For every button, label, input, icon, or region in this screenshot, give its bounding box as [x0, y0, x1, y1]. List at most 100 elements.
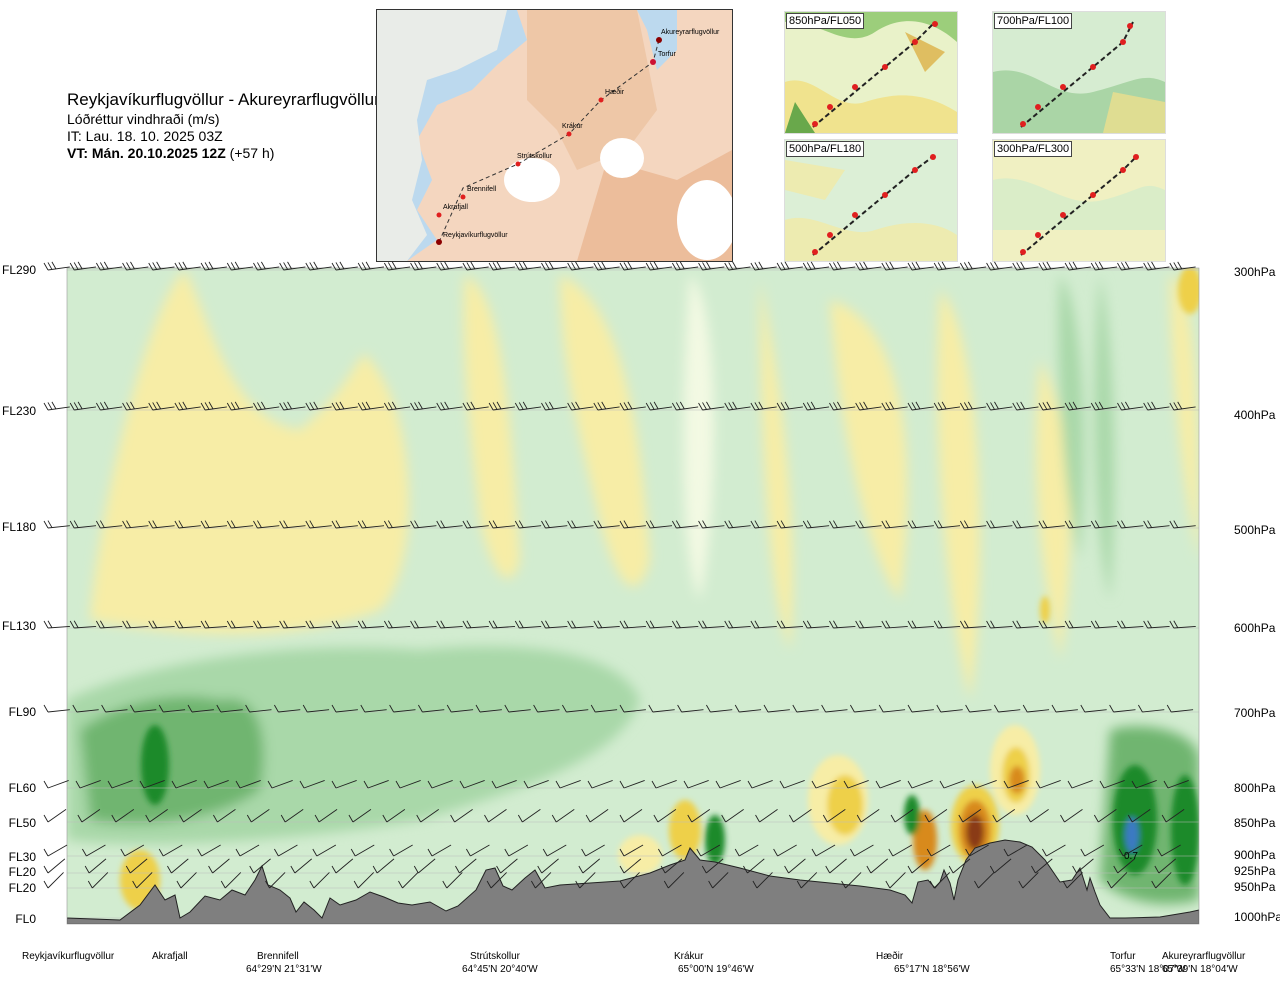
wind-barb-812 [793, 809, 812, 823]
wind-barb-feather-59 [418, 261, 423, 270]
wind-barb-746 [847, 780, 869, 789]
wind-barb-952 [47, 872, 64, 889]
wind-barb-968 [402, 872, 419, 889]
wind-barb-feather-209 [253, 402, 258, 411]
wind-barb-feather-528 [414, 620, 419, 628]
waypoint-haedir-coords: 65°17'N 18°56'W [894, 964, 970, 975]
wind-barb-feather-258 [571, 402, 576, 410]
wind-barb-feather-225 [357, 402, 363, 411]
wind-barb-feather-53 [383, 262, 389, 271]
hpa-label-400: 400hPa [1234, 408, 1276, 422]
wind-barb-feather-549 [597, 620, 603, 628]
wind-barb-feather-935 [825, 865, 831, 874]
wind-barb-862 [546, 844, 567, 857]
wind-barb-feather-621 [101, 704, 106, 713]
wind-barb-feather-299 [836, 401, 842, 410]
wind-barb-658 [652, 709, 675, 713]
wind-barb-feather-366 [152, 520, 158, 528]
wind-barb-feather-334 [1068, 402, 1074, 410]
wind-barb-feather-303 [863, 401, 868, 410]
wind-barb-feather-18 [152, 262, 158, 270]
wind-barb-940 [952, 858, 971, 874]
wind-barb-966 [357, 872, 375, 889]
wind-barb-feather-127 [863, 261, 868, 270]
wind-barb-866 [623, 844, 644, 857]
wind-barb-632 [278, 709, 301, 713]
wind-barb-feather-71 [496, 261, 502, 270]
wind-barb-feather-432 [728, 520, 734, 528]
wind-barb-feather-456 [937, 520, 943, 528]
wind-barb-feather-314 [937, 402, 943, 410]
wind-barb-668 [796, 709, 819, 713]
wind-barb-feather-35 [260, 261, 266, 270]
wind-barb-feather-17 [148, 262, 154, 271]
wind-barb-782 [284, 809, 304, 823]
wind-barb-feather-531 [440, 620, 446, 628]
wind-barb-feather-199 [182, 401, 188, 410]
waypoint-reykjavik: Reykjavíkurflugvöllur [22, 950, 114, 963]
wind-barb-880 [892, 844, 913, 857]
wind-barb-feather-655 [590, 704, 596, 713]
wind-barb-feather-279 [706, 401, 711, 410]
wind-barb-688 [1084, 709, 1107, 713]
wind-barb-feather-281 [724, 402, 730, 411]
wind-barb-766 [1167, 780, 1189, 789]
wind-barb-feather-3 [51, 261, 57, 270]
wind-barb-692 [1142, 709, 1165, 713]
wind-barb-feather-823 [958, 814, 964, 823]
wind-barb-feather-446 [855, 520, 861, 529]
wind-barb-feather-237 [436, 402, 442, 411]
wind-barb-feather-34 [257, 262, 262, 270]
wind-barb-feather-891 [1080, 848, 1086, 857]
wind-barb-882 [930, 844, 951, 857]
wind-barb-feather-229 [383, 402, 389, 411]
wind-barb-feather-414 [571, 520, 577, 528]
mini-map-700: 700hPa/FL100 [992, 11, 1166, 134]
wind-barb-feather-374 [226, 520, 232, 529]
wind-barb-feather-87 [601, 261, 607, 270]
wind-barb-feather-489 [73, 620, 79, 628]
waypoint-strutskollur-name: Strútskollur [470, 951, 521, 962]
wind-barb-feather-857 [427, 848, 433, 857]
wind-barb-feather-929 [701, 865, 707, 874]
wind-barb-feather-504 [204, 620, 210, 628]
vertical-wind-field: 0.7 [67, 268, 1199, 924]
wind-barb-feather-518 [331, 620, 337, 629]
wind-barb-916 [459, 858, 477, 874]
wind-barb-feather-222 [335, 402, 341, 410]
wind-barb-feather-175 [1177, 261, 1183, 270]
mini-map-300: 300hPa/FL300 [992, 139, 1166, 262]
wind-barb-feather-821 [924, 814, 930, 823]
wind-barb-feather-661 [677, 704, 682, 713]
wind-barb-feather-590 [959, 620, 965, 629]
wind-barb-feather-945 [1031, 865, 1036, 874]
wind-barb-feather-26 [204, 262, 210, 270]
wind-barb-944 [1035, 858, 1053, 874]
wind-barb-feather-877 [811, 848, 817, 857]
wind-barb-feather-895 [1157, 848, 1162, 857]
wind-barb-962 [269, 872, 286, 889]
wind-barb-feather-47 [339, 261, 345, 270]
wind-barb-694 [1171, 709, 1194, 713]
wind-barb-676 [911, 709, 934, 713]
wind-barb-feather-380 [279, 520, 285, 529]
wind-barb-710 [271, 780, 293, 789]
wind-barb-feather-522 [361, 620, 367, 628]
wind-barb-feather-719 [395, 780, 401, 789]
wind-barb-feather-61 [436, 262, 442, 271]
wind-barb-feather-737 [683, 780, 689, 789]
map-label-torfur: Torfur [658, 51, 676, 58]
wind-barb-832 [1131, 809, 1151, 823]
wind-barb-feather-311 [915, 401, 921, 410]
wind-barb-654 [595, 709, 618, 713]
wind-barb-feather-138 [937, 262, 943, 270]
wind-barb-feather-779 [213, 814, 218, 823]
wind-barb-674 [883, 709, 906, 713]
wind-barb-792 [454, 809, 473, 823]
wind-barb-feather-213 [279, 402, 285, 411]
wind-barb-feather-178 [47, 402, 53, 410]
wind-barb-feather-755 [971, 780, 977, 789]
wind-barb-feather-395 [410, 520, 415, 529]
wind-barb-926 [664, 858, 683, 874]
wind-barb-954 [91, 872, 109, 889]
